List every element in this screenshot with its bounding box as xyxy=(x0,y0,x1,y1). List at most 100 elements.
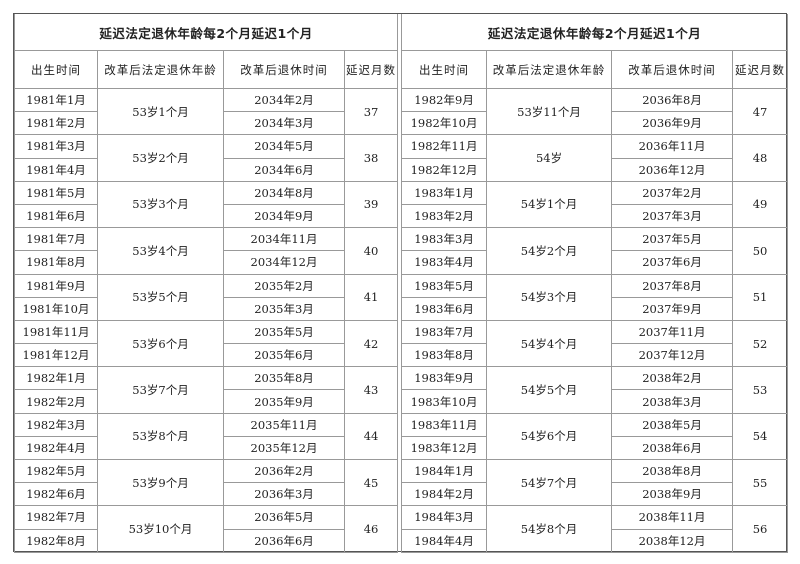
table-title: 延迟法定退休年龄每2个月延迟1个月 xyxy=(401,14,789,51)
retirement-date-cell: 2037年12月 xyxy=(611,343,734,368)
retirement-age-cell: 54岁3个月 xyxy=(486,273,613,321)
delay-months-cell: 40 xyxy=(343,227,399,275)
retirement-date-cell: 2034年2月 xyxy=(223,87,345,113)
header-delay-months: 延迟月数 xyxy=(732,50,789,89)
header-new-retirement-date: 改革后退休时间 xyxy=(223,50,345,89)
header-delay-months: 延迟月数 xyxy=(343,50,399,89)
retirement-date-cell: 2036年3月 xyxy=(223,482,345,507)
table-row: 1981年9月 53岁5个月 2035年2月 41 xyxy=(14,273,399,321)
table-row: 1982年2月 2035年9月 xyxy=(14,389,398,414)
birth-date-cell: 1982年10月 xyxy=(401,111,488,136)
table-row: 1981年12月 2035年6月 xyxy=(14,343,398,368)
birth-date-cell: 1984年2月 xyxy=(401,482,488,507)
header-new-retirement-date: 改革后退休时间 xyxy=(611,50,734,89)
birth-date-cell: 1982年3月 xyxy=(14,412,98,437)
retirement-date-cell: 2038年3月 xyxy=(611,389,734,414)
table-row: 1984年1月 54岁7个月 2038年8月 55 xyxy=(401,458,789,507)
retirement-age-cell: 54岁7个月 xyxy=(486,458,613,507)
birth-date-cell: 1981年7月 xyxy=(14,227,98,252)
delay-months-cell: 43 xyxy=(343,366,399,414)
birth-date-cell: 1982年11月 xyxy=(401,134,488,159)
delay-months-cell: 44 xyxy=(343,412,399,461)
retirement-date-cell: 2038年11月 xyxy=(611,505,734,530)
table-row: 1983年4月 2037年6月 xyxy=(401,250,788,275)
table-row: 1981年8月 2034年12月 xyxy=(14,250,398,275)
birth-date-cell: 1983年12月 xyxy=(401,435,488,461)
retirement-date-cell: 2038年2月 xyxy=(611,366,734,391)
retirement-date-cell: 2037年2月 xyxy=(611,180,734,205)
retirement-date-cell: 2036年6月 xyxy=(223,528,345,553)
retirement-age-cell: 54岁8个月 xyxy=(486,505,613,553)
table-row: 1981年4月 2034年6月 xyxy=(14,157,398,182)
retirement-age-cell: 53岁3个月 xyxy=(97,180,224,229)
birth-date-cell: 1984年3月 xyxy=(401,505,488,530)
table-row: 1981年6月 2034年9月 xyxy=(14,203,398,229)
birth-date-cell: 1981年1月 xyxy=(14,87,98,113)
birth-date-cell: 1982年9月 xyxy=(401,87,488,113)
table-row: 1983年3月 54岁2个月 2037年5月 50 xyxy=(401,227,789,275)
retirement-date-cell: 2038年8月 xyxy=(611,458,734,484)
title-row: 延迟法定退休年龄每2个月延迟1个月 xyxy=(13,14,399,51)
retirement-date-cell: 2037年11月 xyxy=(611,319,734,345)
retirement-date-cell: 2034年6月 xyxy=(223,157,345,182)
birth-date-cell: 1983年2月 xyxy=(401,203,488,229)
retirement-age-cell: 54岁4个月 xyxy=(486,319,613,368)
birth-date-cell: 1981年5月 xyxy=(14,180,98,205)
birth-date-cell: 1981年2月 xyxy=(14,111,98,136)
retirement-date-cell: 2037年6月 xyxy=(611,250,734,275)
table-row: 1984年4月 2038年12月 xyxy=(401,528,788,553)
delay-months-cell: 37 xyxy=(343,87,399,136)
retirement-age-cell: 54岁2个月 xyxy=(486,227,613,275)
retirement-date-cell: 2034年11月 xyxy=(223,227,345,252)
delay-months-cell: 54 xyxy=(732,412,789,461)
table-row: 1983年11月 54岁6个月 2038年5月 54 xyxy=(401,412,789,461)
retirement-age-cell: 54岁1个月 xyxy=(486,180,613,229)
delay-months-cell: 53 xyxy=(732,366,789,414)
retirement-date-cell: 2036年9月 xyxy=(611,111,734,136)
retirement-date-cell: 2038年9月 xyxy=(611,482,734,507)
birth-date-cell: 1981年11月 xyxy=(14,319,98,345)
delay-months-cell: 52 xyxy=(732,319,789,368)
table-row: 1981年11月 53岁6个月 2035年5月 42 xyxy=(14,319,399,368)
table-row: 1981年2月 2034年3月 xyxy=(14,111,398,136)
retirement-date-cell: 2034年3月 xyxy=(223,111,345,136)
retirement-date-cell: 2037年3月 xyxy=(611,203,734,229)
birth-date-cell: 1983年10月 xyxy=(401,389,488,414)
birth-date-cell: 1983年7月 xyxy=(401,319,488,345)
table-row: 1982年9月 53岁11个月 2036年8月 47 xyxy=(401,87,789,136)
birth-date-cell: 1982年1月 xyxy=(14,366,98,391)
delay-months-cell: 42 xyxy=(343,319,399,368)
birth-date-cell: 1981年6月 xyxy=(14,203,98,229)
retirement-age-cell: 54岁 xyxy=(486,134,613,182)
retirement-date-cell: 2034年5月 xyxy=(223,134,345,159)
table-row: 1981年1月 53岁1个月 2034年2月 37 xyxy=(14,87,399,136)
birth-date-cell: 1982年2月 xyxy=(14,389,98,414)
table-row: 1981年5月 53岁3个月 2034年8月 39 xyxy=(14,180,399,229)
birth-date-cell: 1983年9月 xyxy=(401,366,488,391)
birth-date-cell: 1982年7月 xyxy=(14,505,98,530)
birth-date-cell: 1983年1月 xyxy=(401,180,488,205)
retirement-date-cell: 2035年12月 xyxy=(223,435,345,461)
delay-months-cell: 41 xyxy=(343,273,399,321)
table-row: 1984年3月 54岁8个月 2038年11月 56 xyxy=(401,505,789,553)
delay-months-cell: 38 xyxy=(343,134,399,182)
retirement-age-cell: 53岁11个月 xyxy=(486,87,613,136)
table-row: 1982年4月 2035年12月 xyxy=(14,435,398,461)
table-row: 1982年1月 53岁7个月 2035年8月 43 xyxy=(14,366,399,414)
birth-date-cell: 1983年3月 xyxy=(401,227,488,252)
retirement-date-cell: 2035年8月 xyxy=(223,366,345,391)
table-row: 1983年10月 2038年3月 xyxy=(401,389,788,414)
delay-months-cell: 46 xyxy=(343,505,399,553)
retirement-date-cell: 2038年12月 xyxy=(611,528,734,553)
table-row: 1982年5月 53岁9个月 2036年2月 45 xyxy=(14,458,399,507)
birth-date-cell: 1983年6月 xyxy=(401,296,488,321)
retirement-date-cell: 2037年8月 xyxy=(611,273,734,298)
delay-table-left: 延迟法定退休年龄每2个月延迟1个月 出生时间 改革后法定退休年龄 改革后退休时间 延迟月… xyxy=(13,14,399,553)
retirement-date-cell: 2038年5月 xyxy=(611,412,734,437)
retirement-date-cell: 2036年11月 xyxy=(611,134,734,159)
header-row: 出生时间 改革后法定退休年龄 改革后退休时间 延迟月数 xyxy=(14,50,399,89)
title-row: 延迟法定退休年龄每2个月延迟1个月 xyxy=(401,14,789,51)
table-row: 1983年1月 54岁1个月 2037年2月 49 xyxy=(401,180,789,229)
birth-date-cell: 1982年4月 xyxy=(14,435,98,461)
retirement-date-cell: 2036年12月 xyxy=(611,157,734,182)
